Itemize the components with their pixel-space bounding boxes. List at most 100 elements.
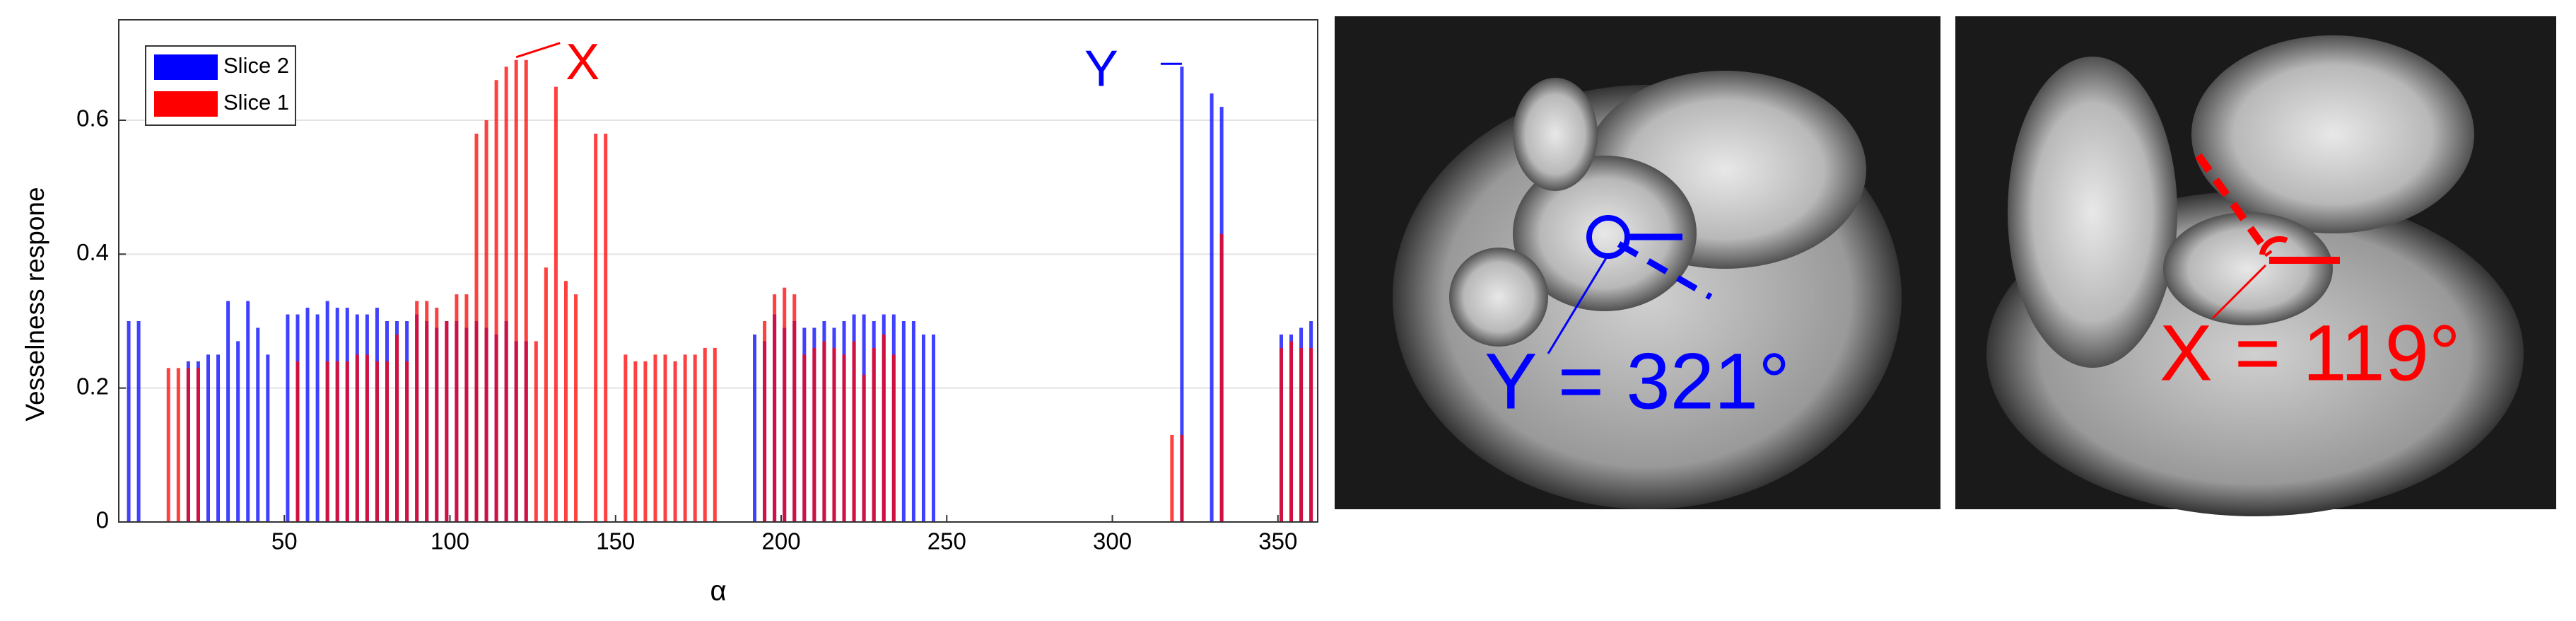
bar: [455, 294, 459, 522]
bar: [862, 374, 866, 522]
bar: [405, 361, 409, 522]
bar: [1219, 233, 1224, 522]
bar: [474, 133, 479, 522]
bar: [295, 361, 300, 522]
bar: [802, 354, 807, 522]
bar: [1309, 347, 1313, 522]
mri-panel: Y = 321°: [1335, 16, 1940, 509]
bar: [753, 334, 757, 522]
bar: [693, 354, 697, 522]
bar: [345, 361, 349, 522]
bar: [554, 86, 558, 522]
bar: [524, 59, 528, 523]
bar: [932, 334, 936, 522]
bar: [872, 347, 876, 522]
bar: [1210, 93, 1214, 523]
bar: [1299, 347, 1304, 522]
bar: [822, 341, 826, 522]
bar: [773, 294, 777, 522]
bar: [425, 301, 429, 522]
bar: [891, 354, 896, 522]
x-tick-label: 350: [1258, 528, 1297, 555]
bar: [1180, 434, 1184, 522]
bar: [375, 361, 379, 522]
bar: [435, 308, 439, 522]
bar: [792, 294, 797, 522]
bar: [663, 354, 667, 522]
bar: [594, 133, 598, 522]
x-tick-label: 150: [596, 528, 635, 555]
bar: [127, 321, 131, 522]
bar: [445, 321, 449, 522]
bar: [335, 361, 339, 522]
y-tick-label: 0.6: [76, 105, 109, 132]
bar: [514, 59, 518, 523]
bar: [176, 368, 180, 522]
bar: [703, 347, 707, 522]
y-tick-label: 0: [96, 507, 109, 533]
bar: [355, 354, 359, 522]
bar: [683, 354, 687, 522]
bar: [325, 361, 329, 522]
bar: [653, 354, 657, 522]
bar: [673, 361, 677, 522]
x-tick-label: 100: [431, 528, 469, 555]
bar: [136, 321, 141, 522]
bar: [196, 368, 200, 522]
x-tick-label: 200: [761, 528, 800, 555]
bar: [186, 368, 190, 522]
bar: [484, 120, 488, 522]
bar: [921, 334, 925, 522]
annotation: Y: [1084, 40, 1118, 97]
bar: [504, 66, 508, 523]
bar: [852, 341, 856, 522]
bar: [643, 361, 648, 522]
bar: [574, 294, 578, 522]
bar: [365, 354, 369, 522]
y-axis-label: Vesselness respone: [21, 187, 49, 421]
x-tick-label: 250: [927, 528, 966, 555]
bar: [256, 327, 260, 522]
bar: [783, 287, 787, 522]
bar: [1289, 341, 1294, 522]
bar: [1180, 66, 1184, 523]
bar: [544, 267, 548, 522]
chart: 0 0.2 0.4 0.6 50 100 150 200 250 300 350 Slice 2 Sli…: [76, 19, 1318, 555]
legend-swatch: [154, 91, 218, 117]
bar: [385, 361, 389, 522]
bar: [464, 294, 469, 522]
bar: [395, 334, 399, 522]
bar: [563, 281, 568, 522]
x-tick-label: 50: [271, 528, 298, 555]
image-label: X = 119°: [2160, 309, 2461, 397]
bar: [901, 321, 906, 522]
bar: [236, 341, 240, 522]
bar: [166, 368, 170, 522]
bar: [812, 347, 816, 522]
annotation: X: [566, 34, 599, 91]
x-tick-label: 300: [1093, 528, 1132, 555]
bar: [216, 354, 221, 522]
bar: [604, 133, 608, 522]
bar: [305, 308, 310, 522]
mri-panel: X = 119°: [1955, 16, 2556, 516]
x-axis-label: α: [710, 576, 726, 607]
bar: [206, 354, 210, 522]
image-label: Y = 321°: [1485, 337, 1790, 426]
bar: [226, 301, 230, 522]
y-tick-label: 0.2: [76, 373, 109, 399]
annotation-line: [515, 42, 561, 59]
bar: [623, 354, 628, 522]
bar: [832, 347, 836, 522]
bar: [494, 80, 498, 522]
bar: [763, 321, 767, 522]
plot-frame: [118, 19, 1318, 523]
bar: [1170, 434, 1174, 522]
bar: [534, 341, 538, 522]
bar: [286, 314, 290, 522]
bar: [911, 321, 915, 522]
legend-swatch: [154, 54, 218, 80]
bar: [315, 314, 320, 522]
